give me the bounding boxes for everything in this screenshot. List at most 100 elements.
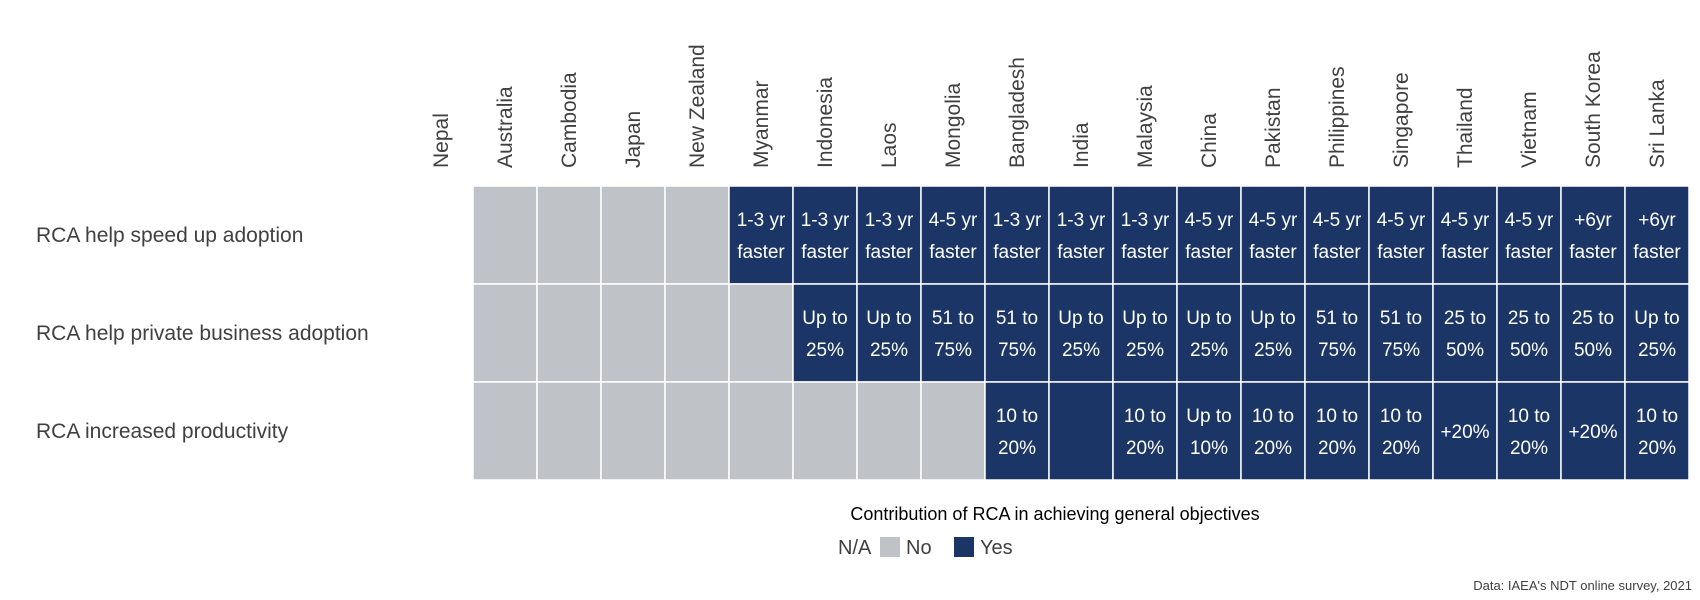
cell-value-label: +6yr	[1638, 210, 1676, 231]
heatmap-cell	[920, 283, 986, 383]
cell-value-label: 10%	[1190, 438, 1228, 459]
cell-value-label: 20%	[1382, 438, 1420, 459]
cell-value-label: 51 to	[1316, 308, 1358, 329]
heatmap-cell	[664, 283, 730, 383]
cell-value-label: 4-5 yr	[1505, 210, 1554, 231]
heatmap-cell	[472, 283, 538, 383]
legend-swatch	[812, 537, 832, 557]
cell-value-label: faster	[1185, 242, 1233, 263]
legend-swatch	[880, 537, 900, 557]
column-label: Pakistan	[1262, 87, 1285, 168]
heatmap-cell	[856, 185, 922, 285]
heatmap-cell	[792, 185, 858, 285]
column-label: Malaysia	[1134, 85, 1157, 168]
column-label: Singapore	[1390, 72, 1413, 168]
heatmap-cell	[1048, 381, 1114, 481]
heatmap-cell	[728, 283, 794, 383]
heatmap-cell	[600, 185, 666, 285]
cell-value-label: Up to	[1634, 308, 1679, 329]
cell-value-label: 1-3 yr	[1057, 210, 1106, 231]
heatmap-cell	[1368, 381, 1434, 481]
heatmap-cell	[1624, 185, 1690, 285]
cell-value-label: 20%	[1510, 438, 1548, 459]
cell-value-label: 25%	[806, 340, 844, 361]
cell-value-label: faster	[993, 242, 1041, 263]
cell-value-label: 75%	[998, 340, 1036, 361]
heatmap-cell	[984, 283, 1050, 383]
cell-value-label: faster	[737, 242, 785, 263]
cell-value-label: Up to	[1250, 308, 1295, 329]
row-labels: RCA help speed up adoption RCA help priva…	[36, 224, 369, 443]
column-label: Cambodia	[558, 72, 581, 168]
cell-value-label: 4-5 yr	[1185, 210, 1234, 231]
heatmap-cell	[792, 381, 858, 481]
legend-items: N/A No Yes	[812, 537, 1013, 559]
heatmap-cell	[536, 381, 602, 481]
legend-label: No	[906, 537, 932, 559]
cell-value-label: 10 to	[996, 406, 1038, 427]
heatmap-cell	[472, 185, 538, 285]
heatmap-cell	[920, 381, 986, 481]
cell-value-label: 10 to	[1124, 406, 1166, 427]
legend-swatch	[954, 537, 974, 557]
column-label: Australia	[494, 86, 517, 168]
cell-value-label: 10 to	[1508, 406, 1550, 427]
heatmap-cell	[1112, 381, 1178, 481]
cell-value-label: 51 to	[1380, 308, 1422, 329]
heatmap-cell	[920, 185, 986, 285]
cell-value-label: 51 to	[996, 308, 1038, 329]
legend: Contribution of RCA in achieving general…	[812, 504, 1260, 559]
cell-value-label: 1-3 yr	[993, 210, 1042, 231]
column-label: Thailand	[1454, 87, 1477, 168]
heatmap-cell	[1560, 283, 1626, 383]
cell-value-label: 10 to	[1316, 406, 1358, 427]
heatmap-cell	[1432, 185, 1498, 285]
heatmap-cell	[1176, 185, 1242, 285]
heatmap-cell	[1048, 185, 1114, 285]
cell-value-label: 50%	[1510, 340, 1548, 361]
cell-value-label: 10 to	[1252, 406, 1294, 427]
cell-value-label: 1-3 yr	[1121, 210, 1170, 231]
cell-value-label: faster	[1569, 242, 1617, 263]
cell-value-label: faster	[1505, 242, 1553, 263]
cell-value-label: 1-3 yr	[865, 210, 914, 231]
cell-value-label: 50%	[1446, 340, 1484, 361]
heatmap-cell	[728, 381, 794, 481]
cell-value-label: 25%	[1190, 340, 1228, 361]
cell-value-label: Up to	[1186, 406, 1231, 427]
cell-value-label: 25%	[870, 340, 908, 361]
heatmap-cell	[1368, 283, 1434, 383]
cell-value-label: faster	[1121, 242, 1169, 263]
heatmap-cell	[728, 185, 794, 285]
heatmap-cell	[536, 283, 602, 383]
column-labels: Nepal Australia Cambodia Japan New Zealand My…	[430, 44, 1669, 168]
cell-value-label: Up to	[1058, 308, 1103, 329]
column-label: South Korea	[1582, 51, 1605, 168]
cell-value-label: faster	[1249, 242, 1297, 263]
heatmap-cell	[1624, 283, 1690, 383]
heatmap-cell	[1560, 381, 1626, 481]
cell-value-label: faster	[1441, 242, 1489, 263]
heatmap-cell	[856, 283, 922, 383]
cell-value-label: 20%	[998, 438, 1036, 459]
heatmap-cells: 1-3 yr faster 1-3 yr faster 1-3 yr faster 4-5 …	[408, 185, 1690, 481]
heatmap-cell	[1432, 283, 1498, 383]
cell-value-label: 75%	[934, 340, 972, 361]
heatmap-cell	[984, 185, 1050, 285]
cell-value-label: 10 to	[1380, 406, 1422, 427]
heatmap-cell	[1496, 283, 1562, 383]
legend-label: Yes	[980, 537, 1013, 559]
cell-value-label: +20%	[1440, 422, 1489, 443]
row-label: RCA increased productivity	[36, 420, 289, 443]
column-label: New Zealand	[686, 44, 709, 168]
cell-value-label: 25 to	[1508, 308, 1550, 329]
heatmap-cell	[1176, 283, 1242, 383]
heatmap-cell	[1368, 185, 1434, 285]
heatmap-cell	[1432, 381, 1498, 481]
cell-value-label: faster	[801, 242, 849, 263]
heatmap-cell	[472, 381, 538, 481]
cell-value-label: 25%	[1062, 340, 1100, 361]
heatmap-cell	[408, 185, 474, 285]
cell-value-label: 20%	[1254, 438, 1292, 459]
cell-value-label: 1-3 yr	[801, 210, 850, 231]
